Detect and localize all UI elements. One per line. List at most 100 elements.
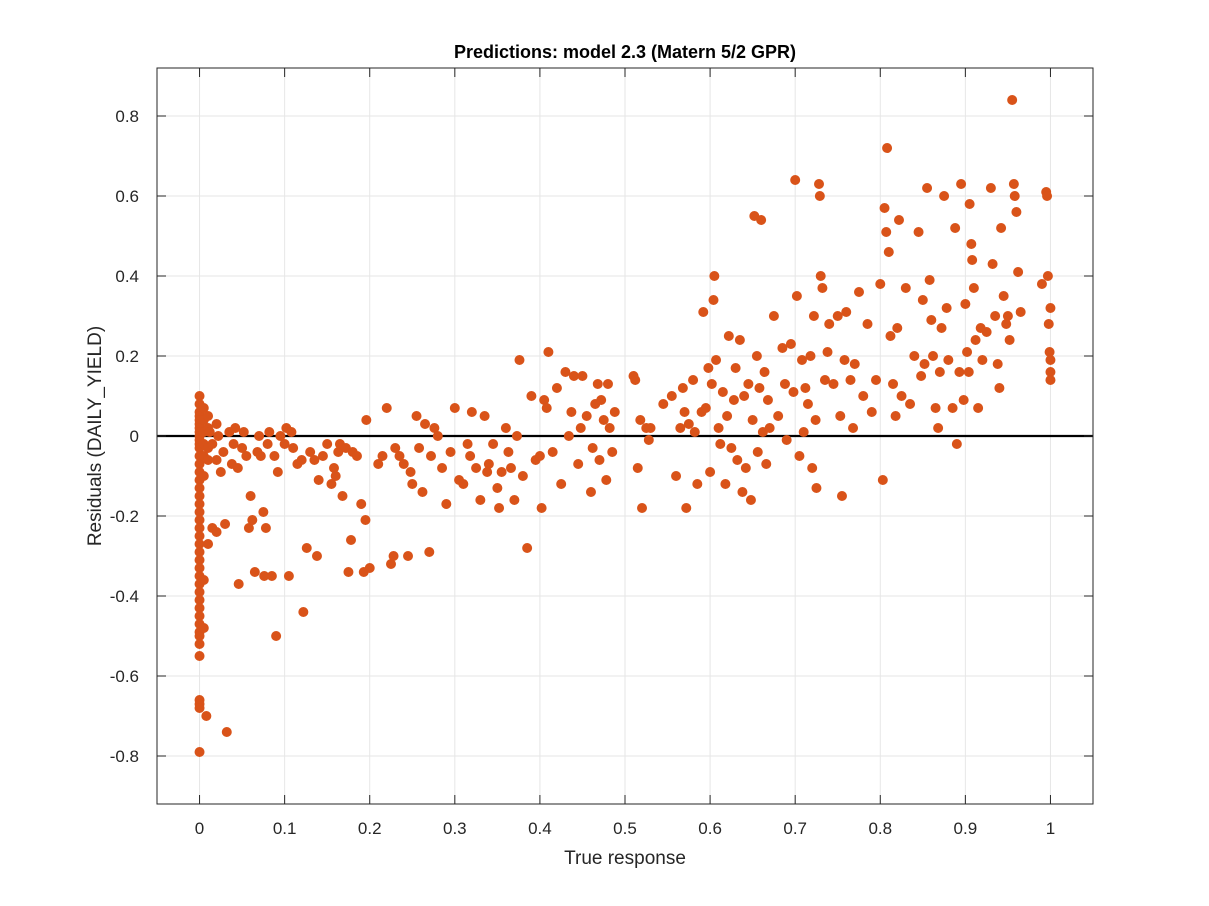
data-point xyxy=(890,411,901,421)
data-point xyxy=(824,319,835,329)
data-point xyxy=(587,443,598,453)
data-point xyxy=(386,559,396,569)
data-point xyxy=(740,463,751,473)
data-point xyxy=(211,419,222,429)
data-point xyxy=(262,439,273,449)
data-point xyxy=(966,239,977,249)
data-point xyxy=(275,431,286,441)
data-point xyxy=(373,459,384,469)
data-point xyxy=(743,379,754,389)
y-tick-label: -0.2 xyxy=(110,507,139,526)
data-point xyxy=(692,479,703,489)
data-point xyxy=(424,547,435,557)
data-point xyxy=(194,563,205,573)
data-point xyxy=(198,623,209,633)
data-point xyxy=(333,447,344,457)
data-point xyxy=(866,407,877,417)
data-point xyxy=(841,307,852,317)
data-point xyxy=(272,467,283,477)
data-point xyxy=(592,379,603,389)
data-point xyxy=(879,203,890,213)
data-point xyxy=(819,375,830,385)
x-axis-ticks: 0 0.1 0.2 0.3 0.4 0.5 0.6 0.7 0.8 0.9 1 xyxy=(195,68,1055,838)
data-point xyxy=(541,403,552,413)
data-point xyxy=(259,571,270,581)
data-point xyxy=(970,335,981,345)
data-point xyxy=(551,383,562,393)
x-tick-label: 0 xyxy=(195,819,204,838)
data-point xyxy=(635,415,646,425)
data-point xyxy=(465,451,476,461)
data-point xyxy=(286,427,297,437)
data-point xyxy=(566,407,577,417)
x-axis-label: True response xyxy=(564,848,686,869)
data-point xyxy=(266,571,277,581)
data-point xyxy=(862,319,873,329)
data-point xyxy=(462,439,473,449)
data-point xyxy=(479,411,490,421)
data-point xyxy=(488,439,499,449)
data-point xyxy=(1008,179,1019,189)
data-point xyxy=(761,459,772,469)
data-point xyxy=(482,467,493,477)
y-tick-label: -0.4 xyxy=(110,587,139,606)
data-point xyxy=(737,487,748,497)
data-point xyxy=(390,443,401,453)
data-point xyxy=(777,343,788,353)
data-point xyxy=(194,611,205,621)
data-point xyxy=(536,503,547,513)
data-point xyxy=(637,503,648,513)
data-point xyxy=(832,311,843,321)
data-point xyxy=(998,291,1009,301)
data-point xyxy=(539,395,550,405)
data-point xyxy=(926,315,937,325)
data-point xyxy=(228,439,239,449)
data-point xyxy=(388,551,399,561)
data-point xyxy=(1009,191,1020,201)
data-point xyxy=(752,447,763,457)
data-point xyxy=(785,339,796,349)
data-point xyxy=(394,451,405,461)
data-point xyxy=(361,415,372,425)
data-point xyxy=(556,479,567,489)
data-point xyxy=(928,351,939,361)
data-point xyxy=(505,463,516,473)
data-point xyxy=(947,403,958,413)
data-point xyxy=(483,459,494,469)
y-tick-label: -0.8 xyxy=(110,747,139,766)
y-axis-ticks: -0.8 -0.6 -0.4 -0.2 0 0.2 0.4 0.6 0.8 xyxy=(110,107,1093,766)
data-point xyxy=(794,451,805,461)
data-point xyxy=(414,443,425,453)
data-point xyxy=(941,303,952,313)
data-point xyxy=(1042,271,1053,281)
x-tick-label: 0.3 xyxy=(443,819,467,838)
data-point xyxy=(260,523,271,533)
data-point xyxy=(475,495,486,505)
data-point xyxy=(526,391,537,401)
x-tick-label: 0.1 xyxy=(273,819,297,838)
chart-title: Predictions: model 2.3 (Matern 5/2 GPR) xyxy=(454,42,796,62)
data-point xyxy=(503,447,514,457)
data-point xyxy=(381,403,392,413)
data-point xyxy=(201,711,212,721)
data-point xyxy=(905,399,916,409)
data-point xyxy=(601,475,612,485)
data-point xyxy=(751,351,762,361)
data-point xyxy=(990,311,1001,321)
data-point xyxy=(711,355,722,365)
data-point xyxy=(1045,367,1056,377)
data-point xyxy=(723,331,734,341)
data-point xyxy=(985,183,996,193)
data-point xyxy=(779,379,790,389)
data-point xyxy=(632,463,643,473)
data-point xyxy=(425,451,436,461)
data-point xyxy=(283,571,294,581)
data-point xyxy=(194,531,205,541)
data-point xyxy=(301,543,312,553)
data-point xyxy=(494,503,505,513)
data-point xyxy=(817,283,828,293)
data-point xyxy=(722,411,733,421)
data-point xyxy=(848,423,859,433)
data-point xyxy=(403,551,414,561)
